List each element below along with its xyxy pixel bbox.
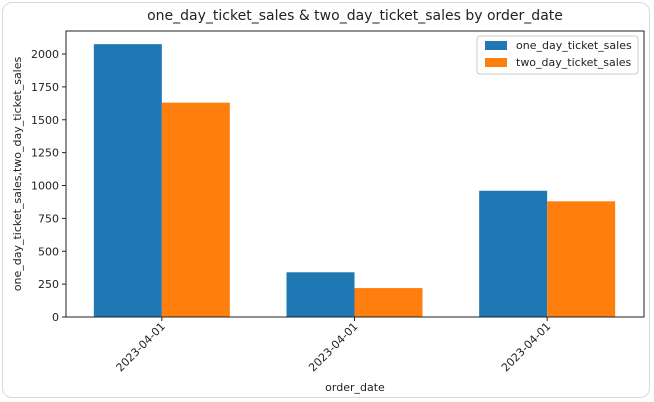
x-tick-label-1: 2023-04-01: [306, 320, 360, 374]
y-tick-label-5: 1250: [31, 147, 59, 160]
bar-one-day-0: [93, 44, 162, 318]
x-axis-label: order_date: [325, 381, 385, 394]
bars-group: [93, 44, 616, 318]
chart-title: one_day_ticket_sales & two_day_ticket_sa…: [147, 8, 563, 24]
y-tick-label-8: 2000: [31, 48, 59, 61]
y-axis-label: one_day_ticket_sales,two_day_ticket_sale…: [11, 56, 24, 291]
legend-swatch-two-day: [485, 58, 507, 67]
bar-one-day-2: [479, 190, 548, 317]
y-tick-label-1: 250: [38, 278, 59, 291]
y-tick-label-3: 750: [38, 212, 59, 225]
legend-label-two-day: two_day_ticket_sales: [516, 56, 632, 69]
bar-two-day-0: [161, 102, 230, 317]
x-tick-label-0: 2023-04-01: [114, 320, 168, 374]
x-tick-label-2: 2023-04-01: [499, 320, 553, 374]
legend-label-one-day: one_day_ticket_sales: [516, 39, 632, 52]
bar-two-day-2: [547, 201, 616, 317]
y-tick-label-0: 0: [52, 311, 59, 324]
y-tick-label-2: 500: [38, 245, 59, 258]
bar-two-day-1: [354, 288, 423, 317]
legend: one_day_ticket_sales two_day_ticket_sale…: [476, 35, 639, 75]
plot-frame: [65, 30, 645, 318]
y-axis: 0 250 500 750 1000 1250 1500 1750 2000: [31, 48, 66, 324]
legend-box: [476, 35, 639, 75]
y-tick-label-7: 1750: [31, 81, 59, 94]
y-tick-label-4: 1000: [31, 180, 59, 193]
x-axis: 2023-04-01 2023-04-01 2023-04-01: [114, 317, 553, 374]
legend-swatch-one-day: [485, 41, 507, 50]
y-tick-label-6: 1500: [31, 114, 59, 127]
bar-one-day-1: [286, 272, 355, 317]
